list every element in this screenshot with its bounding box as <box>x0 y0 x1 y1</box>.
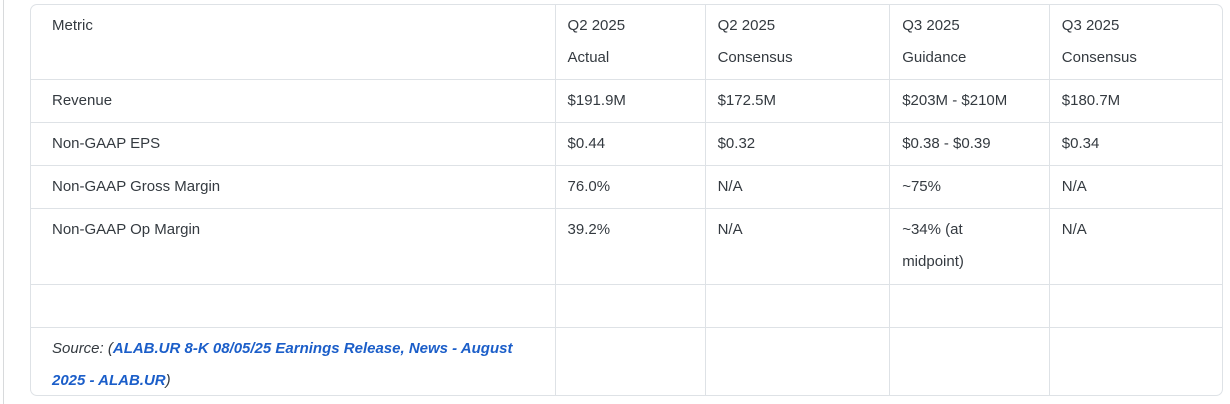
empty-cell <box>889 327 1050 395</box>
value-cell: $0.34 <box>1049 122 1222 166</box>
source-separator: , <box>400 340 409 357</box>
column-header-label: Guidance <box>902 49 967 66</box>
value-cell: ~75% <box>889 165 1050 209</box>
value-cell: $172.5M <box>705 79 891 123</box>
column-header-label: Q2 2025 <box>717 17 776 34</box>
empty-cell <box>889 284 1050 328</box>
empty-cell <box>1049 328 1222 396</box>
value-cell: N/A <box>705 165 891 209</box>
column-header-q2-consensus: Q2 2025 Consensus <box>705 5 891 80</box>
column-header-label: Consensus <box>717 49 793 66</box>
page-edge-divider <box>3 0 4 404</box>
table-row-revenue: Revenue $191.9M $172.5M $203M - $210M $1… <box>31 79 1222 123</box>
column-header-label: Q3 2025 <box>902 17 960 34</box>
earnings-metrics-table-card: Metric Q2 2025 Actual Q2 2025 Consensus … <box>30 4 1223 396</box>
metric-label: Non-GAAP Gross Margin <box>31 165 556 209</box>
column-header-q3-guidance: Q3 2025 Guidance <box>889 5 1050 80</box>
column-header-label: Actual <box>567 49 610 66</box>
value-cell: N/A <box>1049 165 1222 209</box>
value-cell: 76.0% <box>555 165 706 209</box>
value-cell: $203M - $210M <box>889 79 1050 123</box>
table-row-op-margin: Non-GAAP Op Margin 39.2% N/A ~34% (at mi… <box>31 208 1222 285</box>
source-link-news-august[interactable]: News - August 2025 - ALAB.UR <box>52 340 513 389</box>
value-cell: N/A <box>1049 208 1222 285</box>
table-row-non-gaap-eps: Non-GAAP EPS $0.44 $0.32 $0.38 - $0.39 $… <box>31 122 1222 166</box>
source-suffix: ) <box>165 372 171 389</box>
earnings-metrics-table: Metric Q2 2025 Actual Q2 2025 Consensus … <box>31 5 1222 396</box>
empty-cell <box>555 327 706 395</box>
value-cell: N/A <box>705 208 891 285</box>
table-row-gross-margin: Non-GAAP Gross Margin 76.0% N/A ~75% N/A <box>31 165 1222 209</box>
empty-cell <box>705 284 891 328</box>
metric-label: Revenue <box>31 79 556 123</box>
empty-cell <box>1049 284 1222 328</box>
column-header-label: Metric <box>52 17 93 34</box>
value-cell: $191.9M <box>555 79 706 123</box>
value-cell: $0.38 - $0.39 <box>889 122 1050 166</box>
table-row-empty <box>31 284 1222 328</box>
empty-cell <box>555 284 706 328</box>
source-link-earnings-release[interactable]: ALAB.UR 8-K 08/05/25 Earnings Release <box>112 340 401 357</box>
metric-label: Non-GAAP Op Margin <box>31 208 556 285</box>
value-cell: $0.32 <box>705 122 891 166</box>
source-prefix: Source: ( <box>52 340 113 357</box>
value-cell: ~34% (at midpoint) <box>889 208 1050 285</box>
table-header-row: Metric Q2 2025 Actual Q2 2025 Consensus … <box>31 5 1222 80</box>
metric-label: Non-GAAP EPS <box>31 122 556 166</box>
column-header-metric: Metric <box>31 5 556 80</box>
column-header-label: Q2 2025 <box>567 17 626 34</box>
column-header-q3-consensus: Q3 2025 Consensus <box>1049 5 1222 80</box>
value-cell: $0.44 <box>555 122 706 166</box>
column-header-q2-actual: Q2 2025 Actual <box>555 5 706 80</box>
column-header-label: Q3 2025 <box>1061 17 1120 34</box>
column-header-label: Consensus <box>1061 49 1137 66</box>
table-row-source: Source: (ALAB.UR 8-K 08/05/25 Earnings R… <box>31 327 1222 396</box>
value-cell: 39.2% <box>555 208 706 285</box>
value-cell: $180.7M <box>1049 79 1222 123</box>
source-cell: Source: (ALAB.UR 8-K 08/05/25 Earnings R… <box>31 327 556 395</box>
value-text: ~34% (at midpoint) <box>902 221 964 270</box>
source-text: Source: (ALAB.UR 8-K 08/05/25 Earnings R… <box>52 333 517 395</box>
empty-cell <box>705 327 891 395</box>
empty-cell <box>31 284 556 328</box>
